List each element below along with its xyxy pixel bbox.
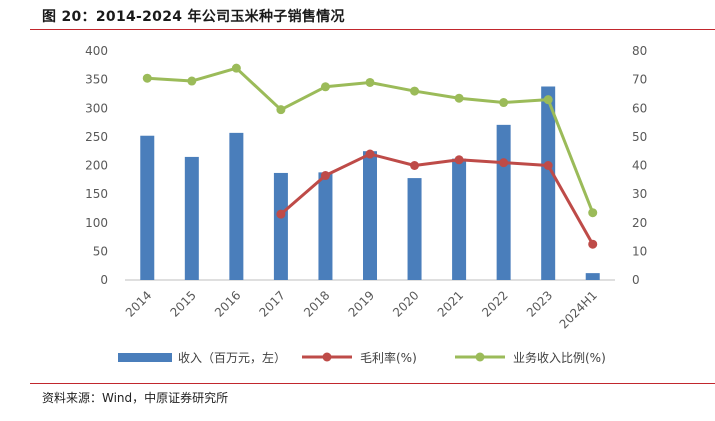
legend-label-share: 业务收入比例(%) bbox=[513, 350, 606, 365]
x-tick-label: 2023 bbox=[524, 288, 555, 319]
revenue-bar bbox=[541, 86, 556, 280]
x-tick-label: 2018 bbox=[301, 288, 332, 319]
figure-source: 资料来源：Wind，中原证券研究所 bbox=[42, 391, 229, 405]
left-tick-label: 300 bbox=[85, 101, 108, 115]
x-axis: 2014 2015 2016 2017 2018 2019 2020 2021 2022 2023… bbox=[123, 288, 600, 331]
margin-point bbox=[320, 171, 330, 181]
legend: 收入（百万元，左） 毛利率(%) 业务收入比例(%) bbox=[118, 350, 606, 365]
right-tick-label: 60 bbox=[632, 101, 647, 115]
right-axis: 0 10 20 30 40 50 60 70 80 bbox=[632, 44, 647, 287]
right-tick-label: 20 bbox=[632, 216, 647, 230]
right-tick-label: 40 bbox=[632, 159, 647, 173]
revenue-bar bbox=[585, 273, 600, 280]
right-tick-label: 0 bbox=[632, 273, 640, 287]
right-tick-label: 80 bbox=[632, 44, 647, 58]
legend-marker-margin bbox=[322, 352, 332, 362]
x-tick-label: 2017 bbox=[257, 288, 288, 319]
right-tick-label: 50 bbox=[632, 130, 647, 144]
margin-point bbox=[588, 239, 598, 249]
legend-swatch-revenue bbox=[118, 353, 172, 362]
right-tick-label: 30 bbox=[632, 187, 647, 201]
left-axis: 0 50 100 150 200 250 300 350 400 bbox=[85, 44, 108, 287]
x-tick-label: 2022 bbox=[479, 288, 510, 319]
margin-point bbox=[365, 149, 375, 159]
margin-point bbox=[410, 161, 420, 170]
bottom-rule bbox=[30, 383, 715, 384]
share-point bbox=[142, 73, 152, 83]
revenue-bars bbox=[140, 86, 600, 280]
share-point bbox=[276, 105, 286, 115]
x-tick-label: 2014 bbox=[123, 288, 154, 319]
top-rule bbox=[30, 29, 715, 30]
right-tick-label: 70 bbox=[632, 73, 647, 87]
right-tick-label: 10 bbox=[632, 244, 647, 258]
x-tick-label: 2016 bbox=[212, 288, 243, 319]
share-point bbox=[231, 63, 241, 73]
x-tick-label: 2021 bbox=[435, 288, 466, 319]
combo-chart: 0 50 100 150 200 250 300 350 400 0 10 20 30 40 50 60 70… bbox=[85, 44, 647, 365]
share-point bbox=[320, 82, 330, 92]
revenue-bar bbox=[407, 178, 422, 280]
margin-point bbox=[276, 209, 286, 219]
x-tick-label: 2020 bbox=[390, 288, 421, 319]
revenue-bar bbox=[140, 135, 155, 280]
margin-point bbox=[543, 161, 553, 170]
margin-point bbox=[499, 158, 509, 168]
left-tick-label: 100 bbox=[85, 216, 108, 230]
revenue-bar bbox=[363, 151, 377, 280]
share-point bbox=[187, 76, 197, 86]
line-series bbox=[142, 63, 598, 249]
figure-title: 图 20：2014-2024 年公司玉米种子销售情况 bbox=[42, 9, 345, 25]
legend-label-revenue: 收入（百万元，左） bbox=[178, 350, 286, 365]
revenue-bar bbox=[273, 172, 288, 280]
revenue-bar bbox=[496, 124, 511, 280]
x-tick-label: 2019 bbox=[346, 288, 377, 319]
left-tick-label: 50 bbox=[93, 244, 108, 258]
x-tick-label: 2024H1 bbox=[557, 288, 600, 331]
left-tick-label: 350 bbox=[85, 73, 108, 87]
legend-label-margin: 毛利率(%) bbox=[360, 350, 417, 365]
revenue-bar bbox=[452, 158, 467, 280]
figure-header: 图 20：2014-2024 年公司玉米种子销售情况 bbox=[0, 0, 715, 28]
revenue-bar bbox=[318, 172, 333, 280]
left-tick-label: 400 bbox=[85, 44, 108, 58]
x-tick-label: 2015 bbox=[167, 288, 198, 319]
margin-line bbox=[279, 152, 595, 245]
left-tick-label: 200 bbox=[85, 159, 108, 173]
share-point bbox=[543, 95, 553, 105]
share-point bbox=[588, 208, 598, 218]
left-tick-label: 150 bbox=[85, 187, 108, 201]
share-point bbox=[454, 93, 464, 103]
share-point bbox=[410, 86, 420, 96]
left-tick-label: 250 bbox=[85, 130, 108, 144]
left-tick-label: 0 bbox=[100, 273, 108, 287]
share-point bbox=[499, 98, 509, 108]
revenue-bar bbox=[184, 156, 199, 280]
share-point bbox=[365, 77, 375, 87]
margin-point bbox=[454, 155, 464, 165]
legend-marker-share bbox=[475, 352, 485, 362]
revenue-bar bbox=[229, 132, 244, 280]
